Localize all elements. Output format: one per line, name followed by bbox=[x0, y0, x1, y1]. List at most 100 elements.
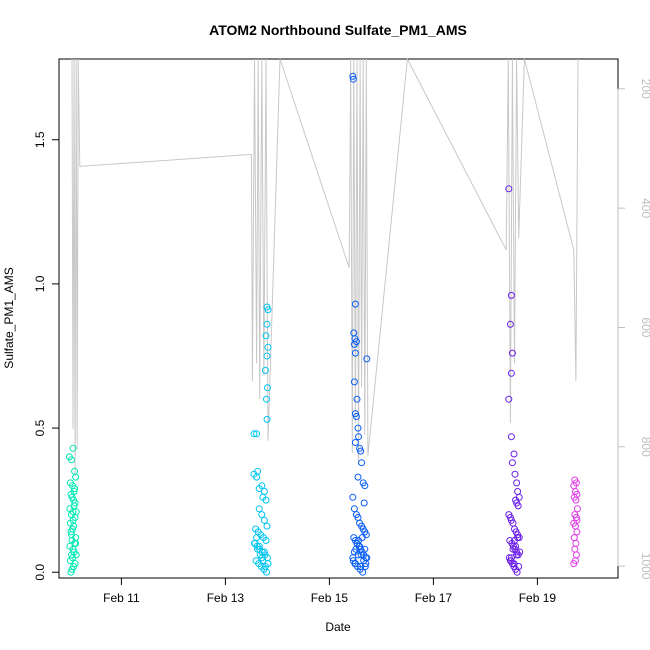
data-point bbox=[349, 75, 357, 83]
data-point bbox=[253, 534, 261, 542]
data-point bbox=[258, 511, 266, 519]
x-tick-label: Feb 15 bbox=[311, 591, 349, 605]
data-point bbox=[263, 395, 270, 403]
data-point bbox=[263, 320, 271, 328]
data-point bbox=[70, 522, 78, 530]
data-point bbox=[258, 482, 266, 490]
data-point bbox=[263, 352, 271, 360]
data-point bbox=[512, 496, 520, 504]
series-1 bbox=[250, 303, 272, 576]
data-point bbox=[68, 456, 75, 464]
y-tick-label: 0.5 bbox=[33, 419, 47, 436]
data-point bbox=[258, 554, 266, 562]
pressure-line bbox=[71, 57, 579, 477]
data-point bbox=[573, 528, 581, 536]
data-point bbox=[510, 560, 518, 568]
data-point bbox=[67, 568, 75, 576]
data-point bbox=[68, 493, 76, 501]
data-point bbox=[254, 467, 262, 475]
pressure-layer bbox=[71, 57, 579, 477]
y2-tick-label: 200 bbox=[639, 79, 650, 99]
x-axis-label: Date bbox=[325, 620, 351, 634]
data-point bbox=[68, 551, 75, 559]
y-tick-label: 1.5 bbox=[33, 131, 47, 148]
data-point bbox=[264, 560, 272, 568]
data-point bbox=[351, 300, 359, 308]
x-tick-label: Feb 17 bbox=[415, 591, 453, 605]
data-point bbox=[352, 413, 360, 420]
data-point bbox=[260, 548, 268, 556]
data-point bbox=[571, 545, 579, 553]
data-point bbox=[513, 479, 521, 487]
data-point bbox=[572, 496, 580, 504]
data-point bbox=[361, 482, 369, 490]
data-point bbox=[357, 447, 365, 455]
data-point bbox=[573, 516, 581, 524]
data-point bbox=[250, 430, 258, 438]
data-point bbox=[508, 349, 516, 357]
data-point bbox=[358, 459, 366, 467]
chart-title: ATOM2 Northbound Sulfate_PM1_AMS bbox=[209, 22, 467, 38]
y2-tick-label: 400 bbox=[639, 198, 650, 218]
data-point bbox=[263, 522, 271, 530]
data-point bbox=[572, 539, 580, 547]
data-point bbox=[350, 505, 358, 513]
data-point bbox=[360, 499, 368, 507]
data-point bbox=[69, 444, 77, 452]
data-point bbox=[260, 488, 268, 495]
y2-tick-label: 800 bbox=[639, 437, 650, 457]
data-point bbox=[71, 485, 79, 493]
data-point bbox=[351, 410, 359, 418]
y-tick-label: 0.0 bbox=[33, 564, 47, 581]
data-point bbox=[512, 542, 520, 550]
data-point bbox=[353, 395, 361, 403]
data-point bbox=[510, 450, 518, 458]
data-point bbox=[514, 488, 522, 495]
points-layer bbox=[65, 72, 581, 576]
x-tick-label: Feb 11 bbox=[103, 591, 140, 605]
data-point bbox=[71, 499, 79, 507]
data-point bbox=[351, 439, 359, 446]
y-axis: 0.0 0.5 1.0 1.5 bbox=[33, 131, 60, 581]
data-point bbox=[355, 433, 362, 441]
data-point bbox=[511, 470, 519, 478]
data-point bbox=[357, 551, 365, 559]
data-point bbox=[361, 545, 369, 553]
data-point bbox=[264, 343, 272, 351]
data-point bbox=[507, 369, 515, 377]
data-point bbox=[253, 430, 261, 438]
data-point bbox=[505, 185, 513, 193]
x-tick-label: Feb 13 bbox=[207, 591, 245, 605]
data-point bbox=[264, 306, 272, 314]
data-point bbox=[358, 534, 366, 542]
x-tick-label: Feb 19 bbox=[519, 591, 557, 605]
data-point bbox=[351, 349, 359, 357]
data-point bbox=[506, 320, 514, 328]
data-point bbox=[350, 378, 358, 386]
y2-tick-label: 600 bbox=[639, 317, 650, 337]
data-point bbox=[264, 384, 271, 392]
data-point bbox=[350, 340, 358, 348]
series-3 bbox=[505, 185, 524, 576]
data-point bbox=[507, 554, 515, 562]
series-4 bbox=[570, 476, 581, 568]
data-point bbox=[570, 560, 578, 568]
data-point bbox=[363, 355, 371, 363]
data-point bbox=[260, 516, 268, 524]
data-point bbox=[72, 473, 80, 481]
data-point bbox=[261, 366, 269, 374]
data-point bbox=[572, 514, 580, 521]
data-point bbox=[255, 505, 263, 513]
data-point bbox=[505, 395, 513, 403]
data-point bbox=[69, 508, 77, 516]
data-point bbox=[262, 332, 270, 340]
series-2 bbox=[349, 72, 371, 576]
data-point bbox=[507, 291, 515, 299]
data-point bbox=[354, 551, 362, 559]
data-point bbox=[570, 534, 578, 542]
series-0 bbox=[65, 444, 80, 576]
data-point bbox=[349, 493, 357, 501]
data-point bbox=[357, 563, 365, 570]
x-axis: Feb 11 Feb 13 Feb 15 Feb 17 Feb 19 bbox=[103, 577, 557, 605]
